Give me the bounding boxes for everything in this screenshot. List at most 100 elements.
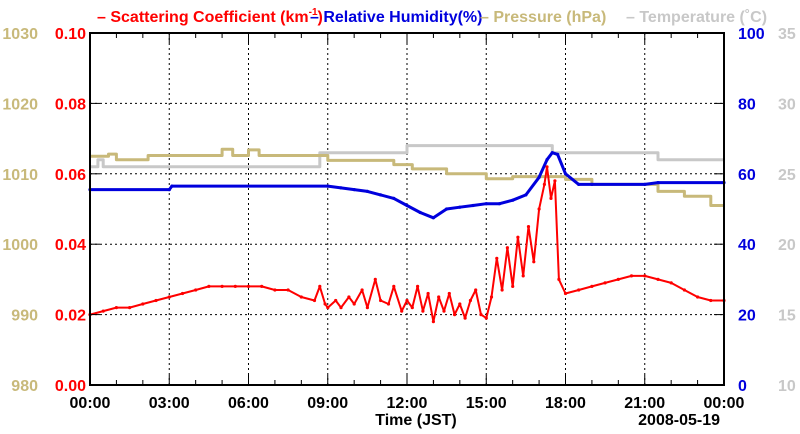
data-point [326, 306, 330, 310]
data-point [365, 306, 369, 310]
data-point [479, 313, 483, 317]
data-point [318, 284, 322, 288]
data-point [553, 179, 557, 183]
data-point [347, 295, 351, 299]
data-point [392, 196, 396, 200]
data-point [379, 298, 383, 303]
data-point [286, 288, 290, 292]
scattering-tick-label: 0.08 [55, 96, 86, 113]
data-point [550, 151, 554, 155]
data-point [549, 196, 553, 200]
humidity-tick-label: 60 [738, 167, 756, 184]
data-point [334, 298, 338, 303]
data-point [180, 291, 185, 296]
series-layer [88, 144, 726, 324]
data-point [352, 302, 356, 306]
pressure-tick-label: 980 [11, 378, 38, 395]
humidity-tick-label: 20 [738, 308, 756, 325]
humidity-tick-label: 0 [738, 378, 747, 395]
data-point [577, 288, 581, 292]
x-tick-label: 09:00 [307, 395, 348, 412]
date-label: 2008-05-19 [638, 412, 720, 429]
data-point [154, 298, 158, 303]
data-point [590, 182, 594, 186]
data-point [360, 288, 364, 292]
data-point [505, 246, 509, 250]
data-point [511, 284, 515, 288]
data-point [220, 284, 224, 288]
data-point [128, 306, 132, 310]
data-point [526, 225, 531, 229]
x-tick-label: 21:00 [624, 395, 665, 412]
data-point [445, 207, 449, 211]
data-point [246, 284, 251, 288]
data-point [273, 288, 277, 292]
data-point [339, 186, 343, 190]
data-point [524, 193, 528, 197]
data-point [405, 203, 409, 208]
data-point [577, 182, 581, 186]
humidity-tick-label: 80 [738, 96, 756, 113]
pressure-tick-label: 1000 [2, 237, 38, 254]
x-tick-label: 03:00 [149, 395, 190, 412]
legend-item: – Pressure (hPa) [480, 9, 606, 26]
data-point [207, 284, 211, 288]
data-point [194, 288, 198, 292]
scattering-tick-label: 0.06 [55, 167, 86, 184]
data-point [669, 281, 673, 285]
data-point [489, 295, 494, 299]
data-point [101, 309, 105, 313]
data-point [400, 309, 404, 313]
scattering-tick-label: 0.10 [55, 26, 86, 43]
data-point [497, 202, 502, 206]
temperature-tick-label: 10 [778, 378, 796, 395]
series-line-pressure [90, 147, 724, 207]
data-point [696, 295, 700, 299]
data-point [656, 277, 660, 281]
data-point [437, 295, 441, 299]
pressure-tick-label: 1030 [2, 26, 38, 43]
humidity-tick-label: 40 [738, 237, 756, 254]
data-point [392, 284, 396, 288]
data-point [405, 298, 409, 303]
data-point [339, 306, 343, 310]
data-point [590, 284, 594, 288]
legend-item: – Relative Humidity(%) [310, 9, 482, 26]
data-point [167, 295, 171, 299]
data-point [500, 288, 504, 292]
x-tick-label: 00:00 [70, 395, 111, 412]
data-point [352, 188, 356, 192]
data-point [458, 205, 462, 209]
x-tick-label: 00:00 [704, 395, 745, 412]
data-point [511, 198, 515, 202]
data-point [643, 274, 647, 278]
data-point [556, 152, 560, 156]
data-point [167, 188, 171, 192]
data-point [312, 298, 317, 303]
data-point [410, 306, 414, 310]
data-point [471, 203, 475, 208]
data-point [170, 184, 174, 188]
data-point [458, 302, 462, 306]
data-point [656, 181, 660, 185]
data-point [365, 189, 369, 193]
humidity-tick-label: 100 [738, 26, 765, 43]
data-point [416, 284, 420, 288]
legend-item: – Scattering Coefficient (km-1) [97, 7, 323, 26]
scattering-tick-label: 0.00 [55, 378, 86, 395]
x-tick-label: 15:00 [466, 395, 507, 412]
data-point [532, 260, 536, 264]
temperature-tick-label: 25 [778, 167, 796, 184]
data-point [326, 184, 330, 188]
x-tick-label: 12:00 [387, 395, 428, 412]
pressure-tick-label: 990 [11, 308, 38, 325]
data-point [603, 281, 607, 285]
data-point [521, 274, 525, 278]
temperature-tick-label: 20 [778, 237, 796, 254]
data-point [537, 207, 541, 211]
data-point [495, 256, 499, 260]
data-point [386, 302, 391, 306]
data-point [545, 158, 549, 162]
data-point [373, 277, 377, 281]
x-axis-label: Time (JST) [375, 412, 457, 429]
